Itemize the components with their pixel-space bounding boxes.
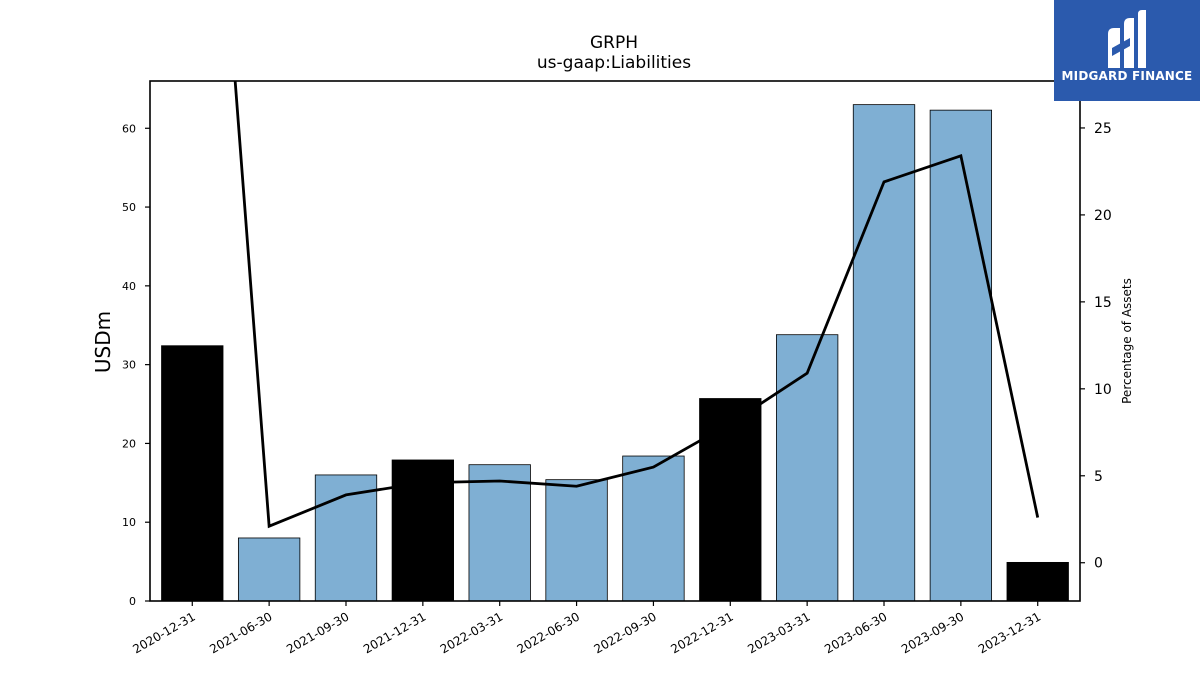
- x-tick-label: 2023-09-30: [899, 609, 966, 656]
- y-tick-label: 40: [122, 280, 136, 293]
- logo-mark-icon: [1108, 10, 1146, 68]
- x-tick-label: 2022-06-30: [515, 609, 582, 656]
- y-tick-label: 0: [129, 595, 136, 608]
- x-tick-label: 2020-12-31: [130, 609, 197, 656]
- logo-text: MIDGARD FINANCE: [1061, 69, 1193, 83]
- bar-2021-06-30: [237, 537, 301, 602]
- bars: [161, 104, 1069, 602]
- chart-title: GRPH: [590, 33, 638, 53]
- y-tick-label: 30: [122, 359, 136, 372]
- y-tick-label: 50: [122, 201, 136, 214]
- x-tick-label: 2023-03-31: [745, 609, 812, 656]
- x-tick-label: 2022-12-31: [668, 609, 735, 656]
- y-axis-label: USDm: [91, 311, 115, 373]
- bar-2022-03-31: [468, 464, 531, 602]
- x-tick-label: 2023-06-30: [822, 609, 889, 656]
- bar-2023-09-30: [929, 109, 993, 602]
- plot-frame: [149, 80, 1081, 602]
- bar-2023-03-31: [776, 334, 839, 602]
- y2-axis-label: Percentage of Assets: [1120, 278, 1134, 404]
- x-tick-label: 2021-09-30: [284, 609, 351, 656]
- y2-tick-label: 10: [1094, 382, 1112, 398]
- x-tick-label: 2022-03-31: [438, 609, 505, 656]
- y2-tick-label: 20: [1094, 208, 1112, 224]
- bar-2022-12-31: [699, 398, 762, 602]
- x-tick-label: 2022-09-30: [592, 609, 659, 656]
- bar-2023-06-30: [852, 104, 916, 602]
- bar-2023-12-31: [1006, 561, 1069, 602]
- y2-tick-label: 5: [1094, 469, 1103, 485]
- bar-2020-12-31: [161, 345, 224, 602]
- x-tick-label: 2021-12-31: [361, 609, 428, 656]
- line-percentage-of-assets: [233, 81, 1040, 529]
- x-tick-label: 2023-12-31: [976, 609, 1043, 656]
- y2-tick-label: 0: [1094, 556, 1103, 572]
- y-tick-label: 10: [122, 516, 136, 529]
- midgard-finance-logo: MIDGARD FINANCE: [1054, 0, 1200, 101]
- y2-tick-label: 15: [1094, 295, 1112, 311]
- x-tick-label: 2021-06-30: [207, 609, 274, 656]
- bar-2022-09-30: [622, 455, 685, 602]
- y-tick-label: 60: [122, 122, 136, 135]
- y2-tick-label: 25: [1094, 121, 1112, 137]
- y-tick-label: 20: [122, 437, 136, 450]
- line-layer: [233, 81, 1040, 529]
- chart-subtitle: us-gaap:Liabilities: [537, 53, 691, 73]
- bar-2022-06-30: [545, 479, 608, 602]
